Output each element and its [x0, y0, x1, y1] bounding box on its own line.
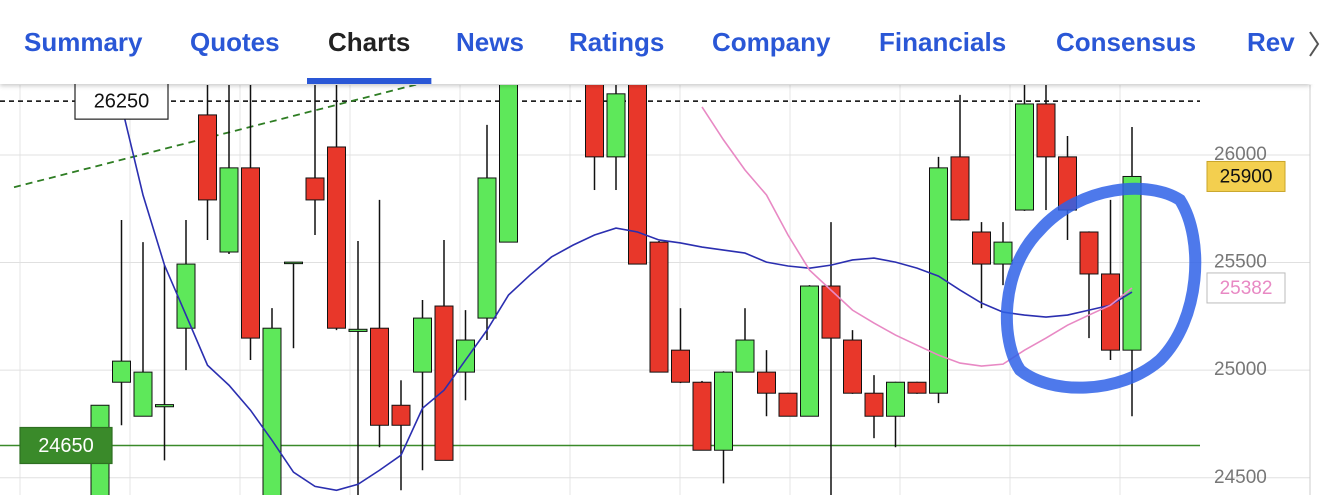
- tab[interactable]: Charts: [328, 27, 410, 57]
- candle-body: [886, 381, 905, 417]
- tab[interactable]: Rev: [1247, 27, 1295, 57]
- reference-label: 26250: [94, 90, 150, 112]
- tab[interactable]: Quotes: [190, 27, 280, 57]
- candle-body: [434, 305, 454, 461]
- candle-body: [843, 339, 862, 394]
- price-tags: 26250 24650 25900 25382: [19, 82, 1286, 465]
- reference-label-box: [74, 82, 169, 120]
- candle-body: [821, 285, 841, 339]
- indicator-line: [701, 106, 1133, 367]
- last-price: 25900: [1220, 166, 1273, 187]
- candle-body: [864, 392, 884, 417]
- candle-body: [499, 85, 518, 243]
- candle-body: [628, 85, 647, 265]
- tab-bar: Summary Quotes Charts News Ratings Company Fin…: [0, 0, 1329, 84]
- candle-body: [176, 263, 196, 329]
- hand-drawn-circle: [1000, 182, 1202, 394]
- candle-body: [778, 392, 798, 417]
- y-tick-label: 24500: [1214, 467, 1267, 488]
- candle-body: [649, 241, 669, 373]
- tab[interactable]: Financials: [879, 27, 1006, 57]
- plot: [0, 85, 1200, 495]
- candle-body: [1101, 273, 1120, 351]
- scroll-chevron[interactable]: [1309, 31, 1320, 57]
- candle-body: [972, 231, 991, 265]
- candle-body: [585, 85, 604, 158]
- candle-body: [133, 371, 153, 417]
- reference-label: 24650: [38, 435, 94, 457]
- candle-body: [1015, 103, 1034, 211]
- candle-body: [692, 381, 712, 451]
- candle-body: [1079, 231, 1099, 275]
- candle-body: [929, 167, 948, 394]
- y-tick-label: 25000: [1214, 359, 1267, 380]
- candle-body: [327, 146, 346, 329]
- tabs: Summary Quotes Charts News Ratings Company Fin…: [24, 27, 1295, 84]
- candle-body: [993, 241, 1013, 265]
- candle-body: [735, 339, 755, 373]
- y-tick-label: 26000: [1214, 144, 1267, 165]
- tab[interactable]: Summary: [24, 27, 143, 57]
- candle-body: [1036, 103, 1056, 158]
- tab-bar-bg: [0, 0, 1310, 84]
- candle-body: [800, 285, 819, 417]
- tab-bar-edge: [1310, 0, 1329, 84]
- candle-body: [456, 339, 475, 373]
- candle-body: [155, 404, 174, 408]
- candle-body: [714, 371, 733, 451]
- tab[interactable]: News: [456, 27, 524, 57]
- candle-body: [219, 167, 239, 253]
- indicator-price-box: [1206, 272, 1286, 304]
- candle-body: [1122, 175, 1142, 351]
- candle-body: [671, 349, 690, 383]
- candle-body: [262, 327, 282, 495]
- candle-body: [757, 371, 776, 394]
- indicator-line: [120, 105, 1133, 492]
- tab[interactable]: Consensus: [1056, 27, 1196, 57]
- indicator-price: 25382: [1220, 278, 1273, 299]
- tab-underline: [307, 78, 432, 84]
- reference-label-box: [19, 426, 113, 465]
- candle-body: [950, 156, 970, 221]
- candle-body: [348, 328, 368, 332]
- candle-body: [413, 317, 432, 373]
- y-axis: 24500 25000 25500 26000: [1214, 144, 1267, 488]
- candle-body: [477, 177, 497, 319]
- candle-body: [606, 93, 626, 158]
- candle-body: [284, 261, 303, 265]
- candle-body: [907, 381, 927, 394]
- candle-body: [305, 177, 325, 201]
- candle-body: [112, 360, 131, 383]
- candle-body: [241, 167, 260, 339]
- candle-body: [391, 404, 411, 426]
- last-price-box: [1206, 160, 1286, 192]
- candle-body: [370, 327, 389, 426]
- tab[interactable]: Company: [712, 27, 831, 57]
- tab[interactable]: Ratings: [569, 27, 664, 57]
- y-tick-label: 25500: [1214, 252, 1267, 273]
- candle-body: [198, 114, 217, 201]
